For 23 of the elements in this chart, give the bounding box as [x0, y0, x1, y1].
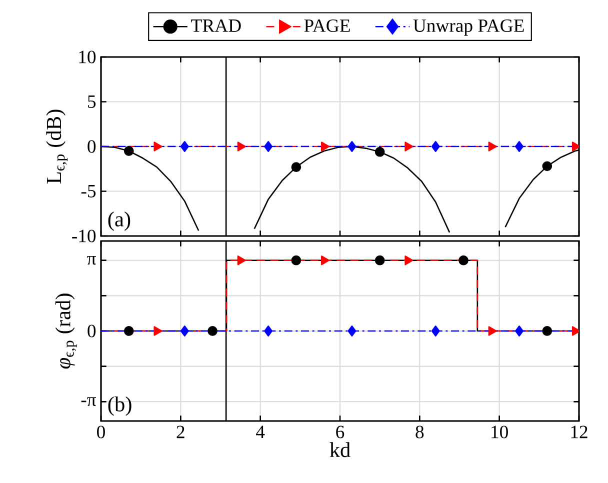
x-tick-label: 8 — [416, 426, 424, 438]
y-tick-label: 10 — [79, 50, 96, 64]
y-tick-label: π — [87, 256, 96, 265]
x-tick-label: 0 — [97, 426, 105, 438]
y-tick-label: -π — [81, 397, 96, 406]
y-axis-title: φ$_{ϵ,p}$ (rad) — [55, 294, 77, 369]
x-tick-label: 10 — [492, 426, 508, 438]
legend-label: Unwrap PAGE — [413, 19, 524, 36]
x-axis-title: kd — [330, 442, 350, 458]
y-axis-title: L$_{ϵ,p}$ (dB) — [46, 110, 68, 184]
y-tick-label: -10 — [72, 230, 96, 242]
y-tick-label: -5 — [81, 185, 96, 198]
x-tick-label: 12 — [571, 426, 588, 438]
x-tick-label: 4 — [256, 426, 265, 438]
y-tick-label: 5 — [88, 96, 96, 108]
legend-label: PAGE — [304, 19, 350, 32]
y-tick-label: 0 — [88, 324, 96, 338]
annotation: (a) — [108, 211, 130, 231]
x-tick-label: 2 — [176, 426, 184, 438]
x-tick-label: 6 — [336, 426, 344, 438]
annotation: (b) — [108, 396, 132, 416]
legend-label: TRAD — [191, 19, 241, 32]
y-tick-label: 0 — [88, 140, 96, 153]
